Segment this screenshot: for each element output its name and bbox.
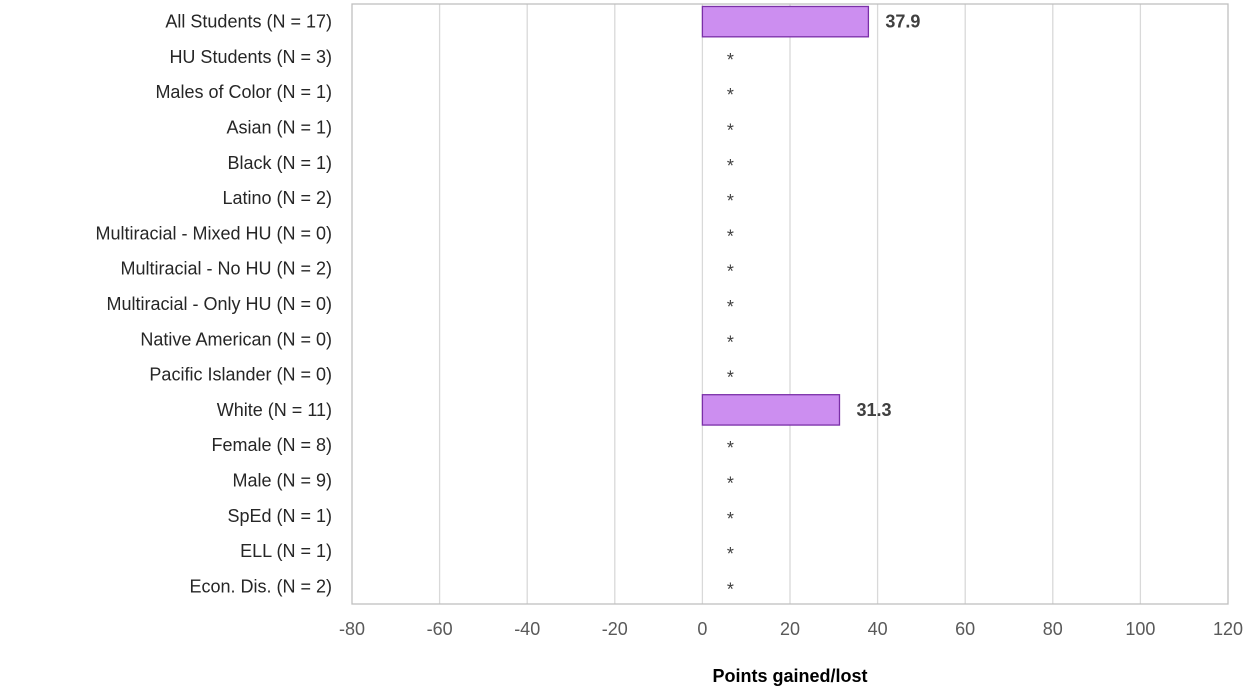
x-axis-tick-labels: -80 -60 -40 -20 0 20 40 60 80 100 120 bbox=[339, 619, 1243, 639]
suppressed-value-label: * bbox=[727, 191, 734, 211]
category-label: Native American (N = 0) bbox=[140, 329, 332, 349]
x-tick-label: 40 bbox=[868, 619, 888, 639]
suppressed-value-label: * bbox=[727, 156, 734, 176]
category-label: Multiracial - Mixed HU (N = 0) bbox=[95, 223, 332, 243]
suppressed-value-label: * bbox=[727, 297, 734, 317]
data-label: 31.3 bbox=[856, 400, 891, 420]
x-tick-label: -80 bbox=[339, 619, 365, 639]
category-label: Pacific Islander (N = 0) bbox=[149, 365, 332, 385]
suppressed-value-label: * bbox=[727, 121, 734, 141]
category-label: Asian (N = 1) bbox=[226, 118, 332, 138]
category-label: SpEd (N = 1) bbox=[227, 506, 332, 526]
x-tick-label: 100 bbox=[1125, 619, 1155, 639]
category-label: Multiracial - No HU (N = 2) bbox=[120, 259, 332, 279]
x-tick-label: 20 bbox=[780, 619, 800, 639]
suppressed-value-label: * bbox=[727, 368, 734, 388]
bar bbox=[701, 5, 870, 38]
x-tick-label: 60 bbox=[955, 619, 975, 639]
plot-area bbox=[351, 3, 1229, 605]
suppressed-value-label: * bbox=[727, 509, 734, 529]
suppressed-value-label: * bbox=[727, 85, 734, 105]
category-label: Latino (N = 2) bbox=[222, 188, 332, 208]
x-axis-title: Points gained/lost bbox=[712, 666, 867, 686]
gridlines bbox=[438, 4, 1142, 604]
bar bbox=[701, 394, 841, 426]
category-label: Male (N = 9) bbox=[232, 470, 332, 490]
x-tick-label: 120 bbox=[1213, 619, 1243, 639]
suppressed-value-label: * bbox=[727, 579, 734, 599]
x-tick-label: -40 bbox=[514, 619, 540, 639]
category-label: All Students (N = 17) bbox=[165, 12, 332, 32]
category-labels: All Students (N = 17) HU Students (N = 3)… bbox=[95, 12, 332, 597]
data-label: 37.9 bbox=[885, 12, 920, 32]
suppressed-value-label: * bbox=[727, 332, 734, 352]
suppressed-value-label: * bbox=[727, 544, 734, 564]
x-tick-label: 0 bbox=[697, 619, 707, 639]
category-label: White (N = 11) bbox=[217, 400, 332, 420]
x-tick-label: -20 bbox=[602, 619, 628, 639]
suppressed-value-label: * bbox=[727, 438, 734, 458]
suppressed-value-label: * bbox=[727, 473, 734, 493]
x-tick-label: 80 bbox=[1043, 619, 1063, 639]
category-label: Multiracial - Only HU (N = 0) bbox=[106, 294, 332, 314]
category-label: Black (N = 1) bbox=[227, 153, 332, 173]
category-label: Males of Color (N = 1) bbox=[155, 82, 332, 102]
x-tick-label: -60 bbox=[427, 619, 453, 639]
category-label: Econ. Dis. (N = 2) bbox=[189, 576, 332, 596]
category-label: HU Students (N = 3) bbox=[169, 47, 332, 67]
suppressed-value-label: * bbox=[727, 50, 734, 70]
category-label: ELL (N = 1) bbox=[240, 541, 332, 561]
bars: 37.9 * * * * * * * * * * 31.3 * * * * * bbox=[701, 5, 920, 599]
suppressed-value-label: * bbox=[727, 226, 734, 246]
category-label: Female (N = 8) bbox=[211, 435, 332, 455]
suppressed-value-label: * bbox=[727, 262, 734, 282]
